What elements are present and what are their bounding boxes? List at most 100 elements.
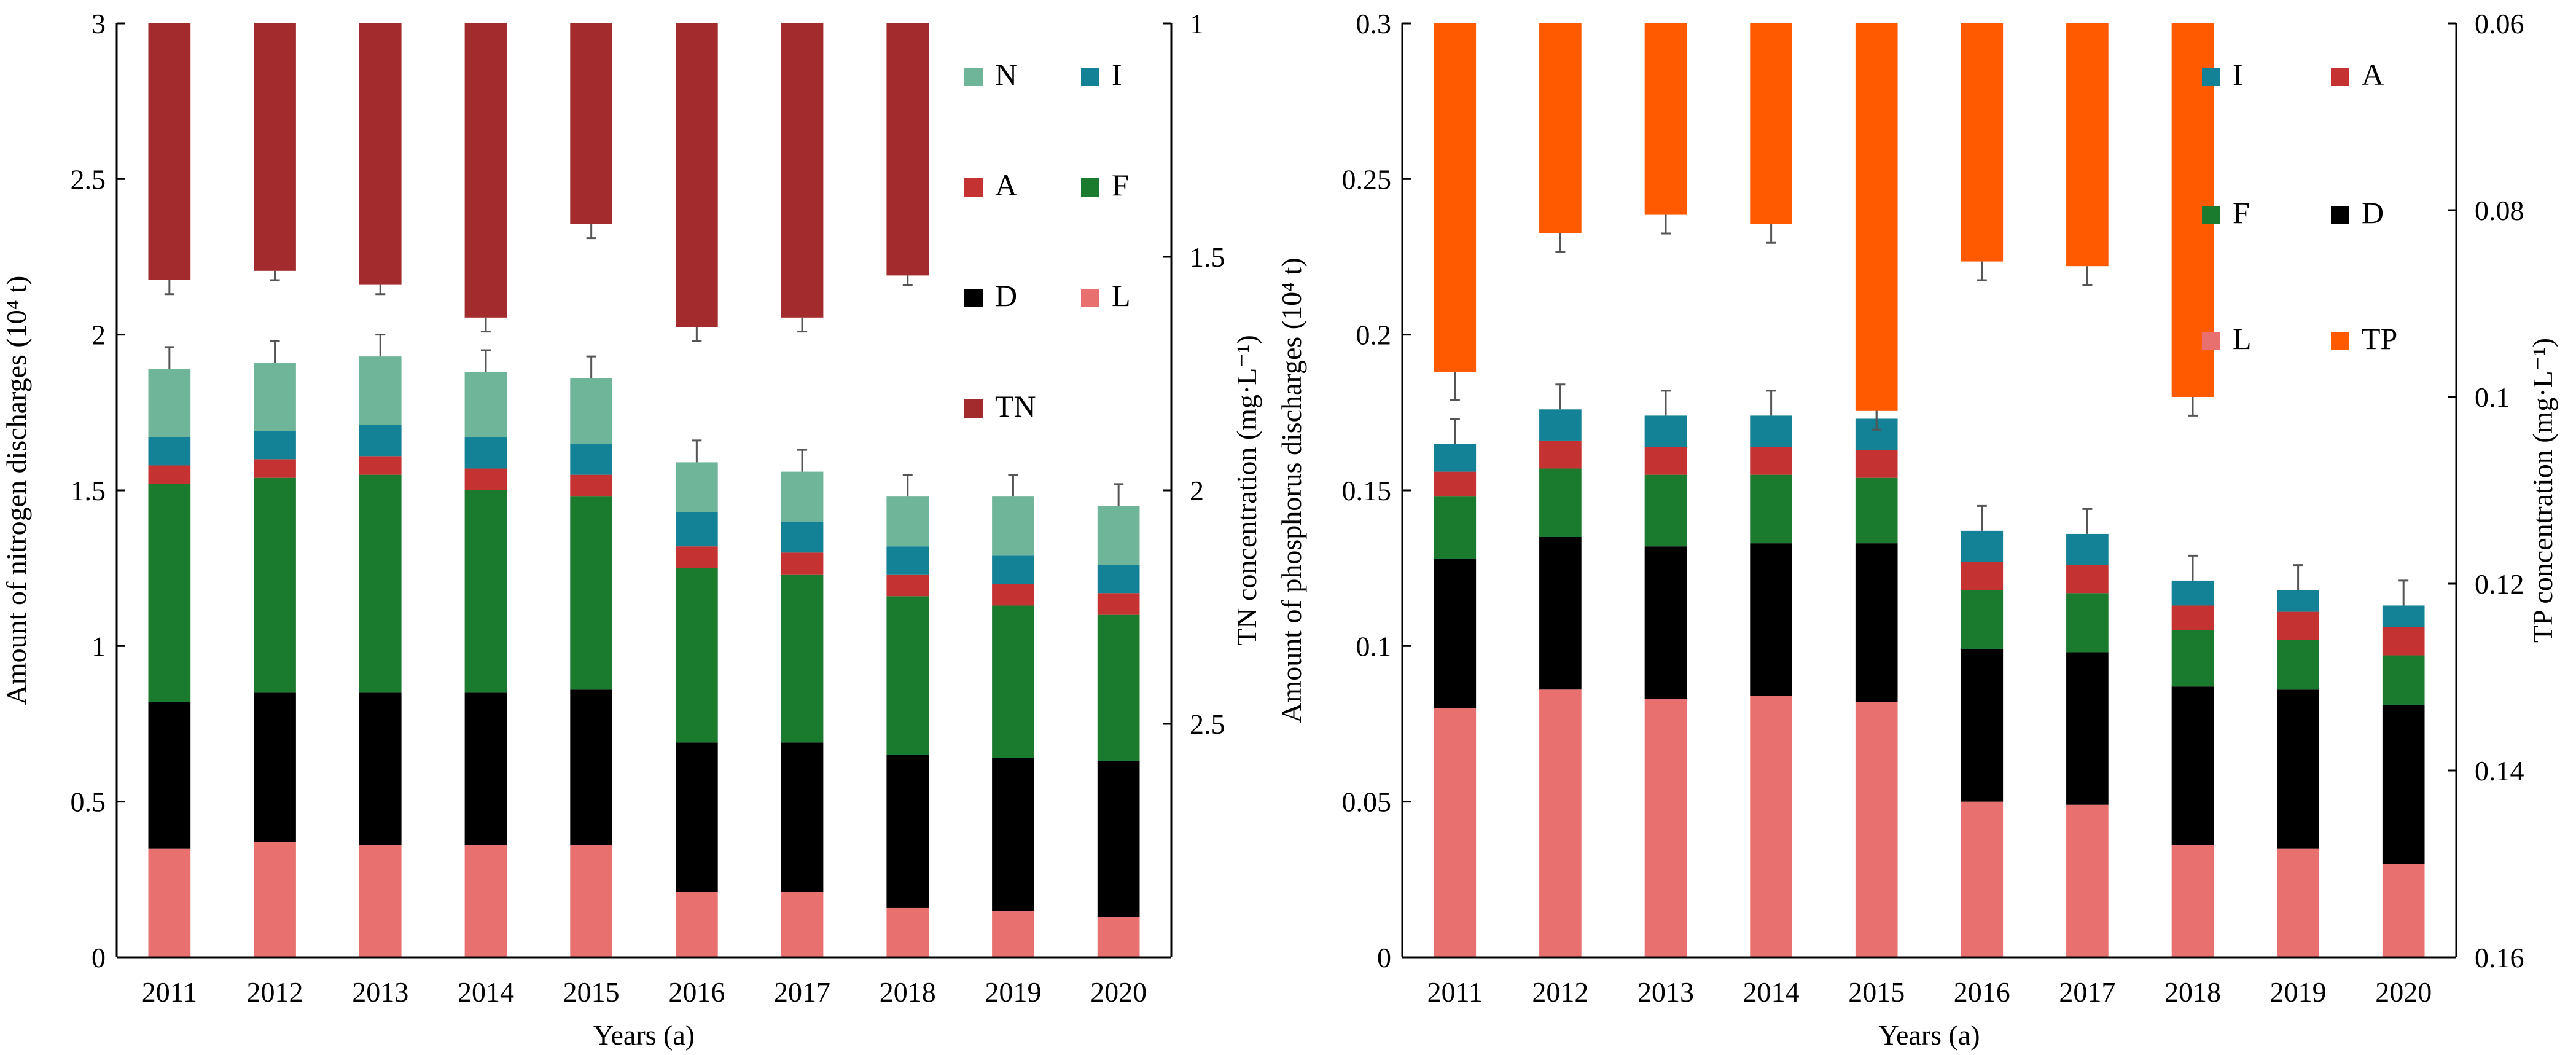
- stack-error-bar-2018: [2188, 554, 2198, 581]
- right-tick-label: 0.06: [2475, 8, 2524, 39]
- bar-L-2019: [2277, 848, 2319, 957]
- TN-error-bar-2011: [164, 280, 174, 296]
- bar-D-2012: [1539, 537, 1582, 690]
- x-tick-label: 2014: [1743, 976, 1800, 1008]
- legend-swatch-F: [1081, 178, 1099, 197]
- TP-error-bar-2011: [1450, 371, 1460, 401]
- bar-I-2014: [464, 437, 507, 469]
- legend-swatch-N: [964, 68, 983, 86]
- x-tick-label: 2015: [1848, 976, 1905, 1008]
- phosphorus-concentration-bars: [1434, 23, 2214, 431]
- bar-F-2020: [2382, 655, 2425, 705]
- right-axis-title: TP concentration (mg·L⁻¹): [2527, 338, 2558, 643]
- bar-I-2011: [148, 437, 191, 466]
- bar-D-2019: [2277, 689, 2319, 849]
- x-tick-label: 2012: [1532, 976, 1588, 1008]
- stack-error-bar-2020: [2398, 579, 2409, 606]
- bar-D-2017: [2066, 652, 2109, 805]
- bar-A-2020: [1097, 593, 1140, 615]
- legend-label-TN: TN: [995, 389, 1036, 423]
- bar-F-2014: [1750, 474, 1792, 544]
- left-tick-label: 0.3: [1356, 8, 1392, 39]
- bar-L-2017: [781, 892, 824, 957]
- bar-L-2011: [148, 848, 191, 957]
- bar-D-2012: [254, 692, 296, 842]
- bar-F-2013: [1644, 474, 1687, 547]
- bar-L-2016: [676, 892, 718, 957]
- right-tick-label: 0.14: [2475, 755, 2524, 786]
- legend-label-F: F: [1112, 168, 1129, 202]
- stack-error-bar-2017: [797, 449, 808, 472]
- bar-F-2016: [1961, 590, 2004, 649]
- stack-error-bar-2013: [1661, 390, 1671, 416]
- bar-TP-2016: [1961, 23, 2004, 262]
- legend-swatch-TN: [964, 399, 983, 418]
- bar-D-2020: [1097, 761, 1140, 917]
- bar-A-2015: [1855, 450, 1898, 478]
- right-tick-label: 2.5: [1190, 708, 1225, 740]
- bar-D-2011: [1434, 559, 1477, 708]
- bar-D-2017: [781, 742, 824, 892]
- bar-F-2020: [1097, 614, 1140, 761]
- TN-error-bar-2016: [692, 327, 702, 342]
- right-tick-label: 1.5: [1190, 241, 1225, 273]
- left-tick-label: 2: [92, 320, 106, 351]
- bar-F-2012: [254, 477, 296, 693]
- legend-swatch-D: [2331, 206, 2349, 224]
- stack-error-bar-2016: [692, 439, 702, 463]
- legend-label-L: L: [2233, 321, 2252, 356]
- bar-TN-2017: [781, 23, 824, 318]
- bar-F-2013: [359, 474, 402, 693]
- legend-swatch-A: [964, 178, 983, 197]
- legend-swatch-TP: [2331, 332, 2349, 350]
- bar-N-2020: [1097, 506, 1140, 565]
- bar-A-2014: [1750, 447, 1792, 475]
- bar-F-2016: [676, 568, 718, 743]
- bar-L-2020: [1097, 917, 1140, 957]
- bar-A-2018: [886, 574, 929, 597]
- bar-I-2016: [1961, 530, 2004, 562]
- left-tick-label: 3: [92, 8, 106, 39]
- bar-I-2018: [2171, 580, 2214, 606]
- x-tick-label: 2013: [352, 976, 408, 1008]
- bar-N-2011: [148, 369, 191, 437]
- x-tick-label: 2019: [2270, 976, 2327, 1008]
- x-tick-label: 2017: [774, 976, 830, 1008]
- bar-D-2014: [1750, 543, 1792, 696]
- stack-error-bar-2014: [1766, 390, 1776, 416]
- bar-TP-2017: [2066, 23, 2109, 267]
- legend-swatch-I: [1081, 68, 1099, 86]
- x-axis-title: Years (a): [1878, 1019, 1980, 1051]
- bar-D-2015: [570, 689, 612, 845]
- TP-error-bar-2016: [1977, 261, 1987, 281]
- TP-error-bar-2017: [2082, 266, 2093, 286]
- bar-D-2016: [1961, 649, 2004, 802]
- nitrogen-stacked-bars: [148, 334, 1140, 957]
- bar-TP-2012: [1539, 23, 1582, 233]
- x-tick-label: 2011: [1427, 976, 1483, 1008]
- bar-D-2019: [992, 758, 1034, 911]
- bar-D-2013: [359, 692, 402, 845]
- bar-TN-2015: [570, 23, 612, 224]
- TN-error-bar-2013: [375, 284, 386, 296]
- bar-L-2016: [1961, 801, 2004, 957]
- bar-N-2016: [676, 462, 718, 512]
- TN-error-bar-2015: [586, 224, 596, 240]
- bar-TP-2013: [1644, 23, 1687, 215]
- phosphorus-chart: 0 0.05 0.1 0.15 0.2 0.25 0.3 0.06 0.08 0.1 0.12 0.1…: [1276, 8, 2558, 1051]
- left-tick-label: 0: [1377, 942, 1391, 973]
- bar-A-2012: [1539, 440, 1582, 469]
- nitrogen-chart: 0 0.5 1 1.5 2 2.5 3 1 1.5 2 2.5 2011 2012 2013 2014 201…: [1, 8, 1262, 1051]
- legend-swatch-A: [2331, 68, 2349, 86]
- right-axis-title: TN concentration (mg·L⁻¹): [1231, 335, 1262, 646]
- stack-error-bar-2011: [1450, 417, 1460, 444]
- bar-F-2014: [464, 490, 507, 693]
- bar-D-2011: [148, 702, 191, 849]
- bar-F-2018: [886, 596, 929, 755]
- bar-L-2019: [992, 911, 1034, 957]
- left-tick-label: 0.1: [1356, 630, 1392, 662]
- bar-F-2015: [1855, 477, 1898, 544]
- TP-error-bar-2013: [1661, 214, 1671, 235]
- stack-error-bar-2012: [270, 340, 280, 363]
